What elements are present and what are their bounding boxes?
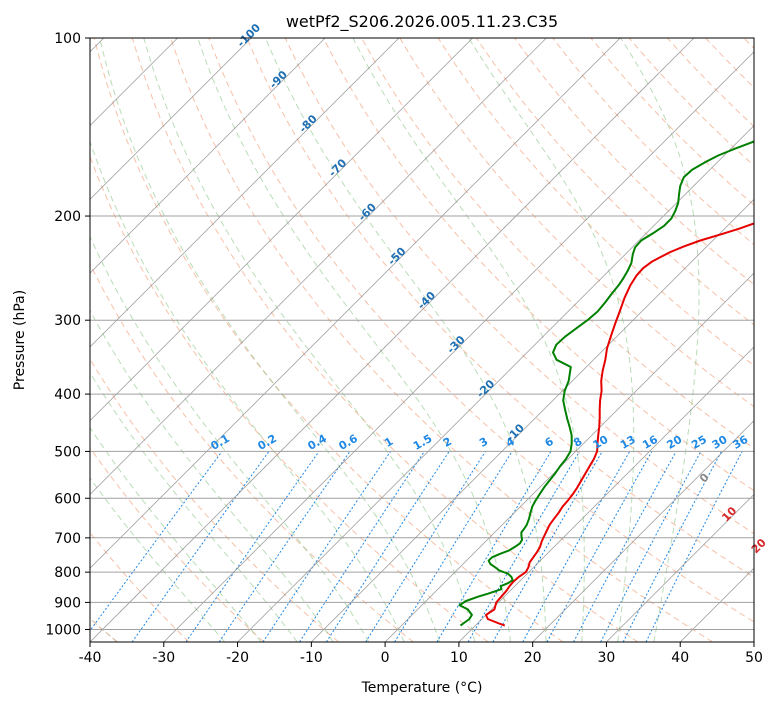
x-tick-label: 0: [381, 650, 390, 666]
y-tick-label: 300: [54, 313, 81, 329]
moist-adiabat: [90, 235, 370, 642]
x-tick-label: -10: [300, 650, 323, 666]
x-tick-label: -20: [226, 650, 249, 666]
mixing-ratio-line: [645, 451, 743, 642]
isotherm: [237, 125, 754, 642]
dry-adiabat: [284, 38, 754, 535]
isotherm: [90, 38, 400, 348]
dry-adiabat: [246, 38, 754, 578]
isotherm: [311, 198, 754, 642]
plot-frame: [89, 37, 755, 643]
isobar-lines: [90, 37, 754, 630]
y-tick-label: 100: [54, 31, 81, 47]
moist-adiabat: [352, 38, 585, 642]
dry-adiabat: [93, 38, 564, 642]
x-tick-label: -40: [79, 650, 102, 666]
mixing-ratio-line: [365, 451, 486, 642]
y-tick-label: 1000: [45, 622, 81, 638]
x-tick-label: -30: [152, 650, 175, 666]
dry-adiabat: [437, 38, 754, 367]
isotherm: [90, 38, 695, 642]
x-tick-label: 50: [745, 650, 763, 666]
moist-adiabat: [99, 38, 441, 642]
mixing-ratio-line: [325, 451, 450, 642]
isotherm: [458, 346, 754, 642]
mixing-ratio-line: [90, 451, 223, 632]
moist-adiabat: [197, 38, 511, 642]
isotherm: [90, 38, 547, 495]
y-tick-label: 900: [54, 595, 81, 611]
mixing-ratio-line: [622, 451, 722, 642]
moist-adiabat: [265, 38, 547, 642]
y-tick-label: 200: [54, 209, 81, 225]
x-tick-label: 20: [524, 650, 542, 666]
dewpoint-line: [458, 140, 754, 627]
y-tick-label: 600: [54, 491, 81, 507]
chart-title: wetPf2_S206.2026.005.11.23.C35: [286, 12, 558, 32]
mixing-ratio-line: [546, 451, 653, 642]
x-tick-label: 40: [671, 650, 689, 666]
x-tick-label: 10: [450, 650, 468, 666]
mixing-ratio-line: [299, 451, 425, 642]
y-tick-label: 700: [54, 531, 81, 547]
isotherm: [384, 272, 754, 642]
profile-lines: [458, 140, 754, 627]
axis-ticks: -40 -30 -20 -10 0 10 20 30 40 50 100 200 300 400 500 60…: [45, 31, 763, 666]
dry-adiabat: [170, 38, 713, 642]
mixing-ratio-line: [185, 451, 320, 642]
dry-adiabat: [90, 358, 339, 642]
y-tick-label: 500: [54, 444, 81, 460]
dry-adiabat: [514, 38, 754, 286]
mixing-ratio-line: [394, 451, 513, 642]
dry-adiabat: [208, 38, 754, 623]
x-tick-label: 30: [598, 650, 616, 666]
dry-adiabat: [90, 262, 414, 642]
moist-adiabat: [90, 309, 334, 642]
isotherm: [90, 38, 621, 569]
mixing-ratio-line: [522, 451, 631, 642]
moist-adiabat: [143, 38, 476, 642]
moist-adiabat: [90, 139, 405, 642]
dry-adiabat: [131, 38, 639, 642]
isotherm: [90, 38, 473, 422]
y-axis-label: Pressure (hPa): [12, 290, 28, 390]
moist-adiabat: [468, 38, 635, 642]
dry-adiabat: [322, 38, 754, 492]
isotherm: [532, 420, 754, 642]
y-tick-label: 400: [54, 387, 81, 403]
x-axis-label: Temperature (°C): [361, 680, 483, 696]
background-lines: [90, 38, 754, 642]
isotherm: [90, 38, 326, 274]
temperature-line: [485, 222, 754, 627]
moist-adiabat: [620, 38, 700, 642]
dry-adiabat: [90, 446, 265, 642]
mixing-ratio-line: [573, 451, 677, 642]
moist-adiabat: [90, 426, 262, 642]
y-tick-label: 800: [54, 565, 81, 581]
isotherm: [606, 493, 754, 642]
isotherm: [90, 38, 252, 200]
mixing-ratio-line: [218, 451, 351, 642]
mixing-ratio-line: [262, 451, 392, 642]
plot-background: [90, 38, 754, 642]
dry-adiabat: [475, 38, 754, 326]
isotherm: [163, 51, 754, 642]
